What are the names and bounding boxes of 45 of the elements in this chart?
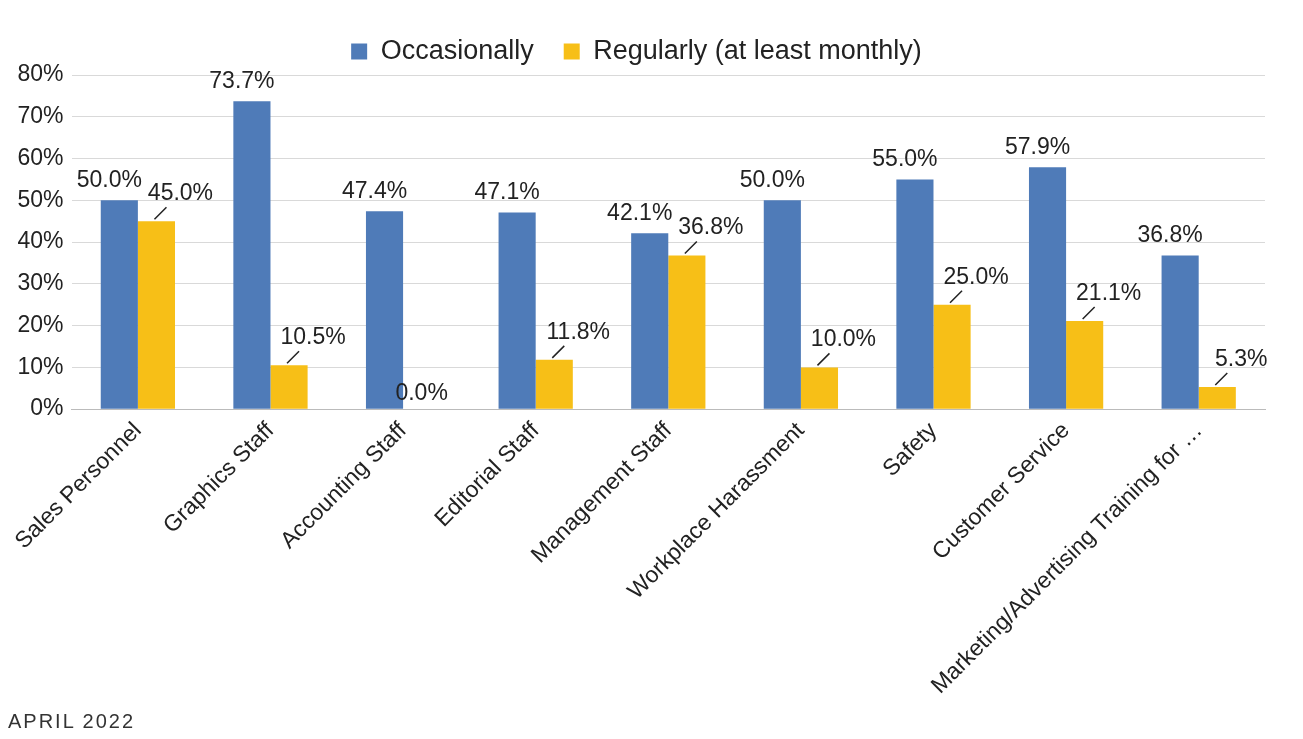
- y-tick-label: 80%: [17, 60, 64, 87]
- bar: [1066, 321, 1104, 409]
- bar: [1161, 255, 1199, 409]
- bar: [668, 255, 706, 409]
- y-tick-label: 70%: [17, 102, 64, 129]
- data-label: 55.0%: [872, 145, 938, 172]
- bar: [896, 179, 934, 409]
- data-label: 42.1%: [607, 199, 673, 226]
- data-label: 45.0%: [147, 179, 214, 206]
- bar: [137, 221, 176, 409]
- y-tick-label: 30%: [17, 269, 64, 296]
- data-label: 5.3%: [1215, 344, 1268, 371]
- bar: [763, 200, 801, 409]
- data-label: 47.1%: [474, 178, 540, 205]
- data-label: 10.5%: [280, 323, 346, 350]
- data-label: 21.1%: [1076, 278, 1142, 305]
- y-tick-label: 10%: [17, 352, 64, 379]
- data-label: 25.0%: [943, 262, 1009, 289]
- data-label: 36.8%: [678, 213, 744, 240]
- data-label: 57.9%: [1004, 133, 1071, 160]
- data-label: 73.7%: [209, 67, 275, 94]
- data-label: 50.0%: [76, 166, 142, 193]
- data-label: 36.8%: [1137, 221, 1203, 248]
- bar: [270, 365, 308, 409]
- bar: [1198, 387, 1236, 409]
- y-tick-label: 20%: [17, 310, 64, 337]
- data-label: 11.8%: [546, 317, 611, 344]
- data-label: 47.4%: [341, 177, 408, 204]
- bar: [535, 359, 573, 409]
- data-label: 10.0%: [810, 325, 877, 352]
- bar: [498, 212, 536, 409]
- legend-label: Regularly (at least monthly): [593, 34, 922, 65]
- bar: [800, 367, 839, 409]
- y-tick-label: 0%: [30, 394, 64, 421]
- y-tick-label: 40%: [17, 227, 64, 254]
- bar: [933, 304, 971, 409]
- y-tick-label: 50%: [17, 185, 64, 212]
- text: APRIL 2022: [8, 710, 137, 733]
- legend-label: Occasionally: [380, 34, 535, 65]
- y-tick-label: 60%: [17, 143, 64, 170]
- data-label: 50.0%: [739, 166, 805, 193]
- bar: [100, 200, 138, 409]
- bar: [631, 233, 669, 409]
- bar: [1028, 167, 1067, 409]
- bar: [233, 101, 271, 409]
